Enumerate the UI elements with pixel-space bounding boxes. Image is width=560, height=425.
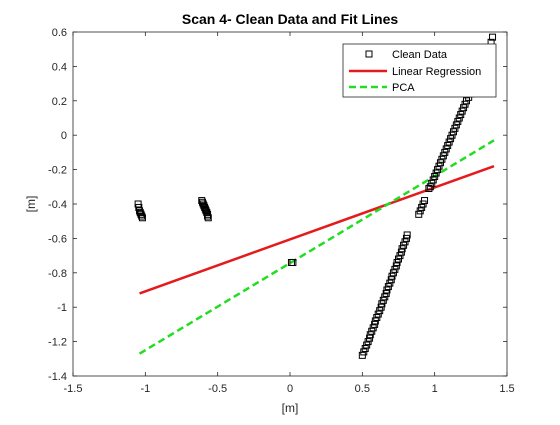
y-tick-label: -1 [57, 302, 67, 314]
x-tick-label: 1.5 [499, 383, 514, 395]
data-point [138, 212, 146, 220]
data-point [204, 214, 212, 222]
y-tick-label: 0.6 [52, 27, 67, 39]
data-point [138, 214, 146, 222]
y-tick-label: 0.4 [52, 61, 67, 73]
x-tick-label: -1.5 [64, 383, 83, 395]
x-axis-label: [m] [282, 401, 299, 415]
y-tick-label: -0.6 [48, 233, 67, 245]
linear-regression-line [139, 164, 495, 295]
data-point [289, 258, 297, 266]
x-tick-label: -1 [140, 383, 150, 395]
x-tick-label: 0.5 [355, 383, 370, 395]
data-point [421, 197, 429, 205]
x-tick-label: 1 [432, 383, 438, 395]
y-tick-label: -0.4 [48, 199, 67, 211]
x-tick-label: -0.5 [208, 383, 227, 395]
legend-marker-clean-data [365, 50, 373, 58]
data-point [403, 231, 411, 239]
y-axis-label: [m] [24, 196, 38, 213]
data-point [204, 212, 212, 220]
y-tick-label: -1.2 [48, 337, 67, 349]
legend-label-pca: PCA [392, 82, 415, 94]
legend-label-clean-data: Clean Data [392, 49, 448, 61]
y-tick-label: 0 [61, 130, 67, 142]
legend: Clean Data Linear Regression PCA [342, 43, 497, 98]
x-tick-label: 0 [287, 383, 293, 395]
y-tick-label: -0.2 [48, 165, 67, 177]
y-tick-label: -0.8 [48, 268, 67, 280]
chart-title: Scan 4- Clean Data and Fit Lines [182, 11, 398, 27]
y-tick-label: -1.4 [48, 371, 67, 383]
y-tick-label: 0.2 [52, 96, 67, 108]
legend-label-linear-regression: Linear Regression [392, 66, 481, 78]
data-point [489, 33, 497, 41]
